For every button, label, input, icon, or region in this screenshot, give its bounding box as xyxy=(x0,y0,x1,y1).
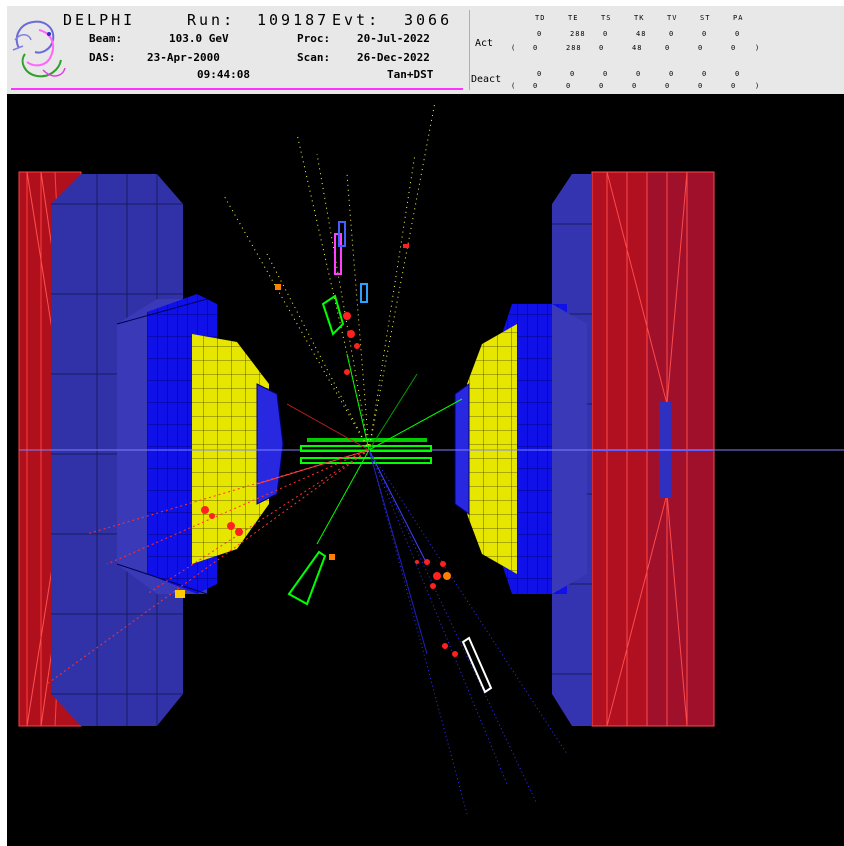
detector-column-pa: PA xyxy=(733,14,744,22)
act-paren-value: 0 xyxy=(665,44,671,52)
detector-column-tv: TV xyxy=(667,14,678,22)
left-electromagnetic-calorimeter xyxy=(192,334,284,564)
particle-tracks xyxy=(46,101,568,815)
scan-label: Scan: xyxy=(297,51,331,64)
act-open-paren: ( xyxy=(511,44,517,52)
act-value: 288 xyxy=(570,30,586,38)
deact-value: 0 xyxy=(603,70,609,78)
deact-paren-value: 0 xyxy=(632,82,638,90)
deact-paren-value: 0 xyxy=(566,82,572,90)
deact-paren-value: 0 xyxy=(731,82,737,90)
deact-open-paren: ( xyxy=(511,82,517,90)
act-paren-value: 0 xyxy=(731,44,737,52)
deact-value: 0 xyxy=(636,70,642,78)
das-date: 23-Apr-2000 xyxy=(147,51,220,64)
act-value: 0 xyxy=(537,30,543,38)
run-label: Run: xyxy=(187,11,236,29)
act-value: 0 xyxy=(669,30,675,38)
run-number: 109187 xyxy=(257,11,330,29)
deact-value: 0 xyxy=(570,70,576,78)
scan-date: 26-Dec-2022 xyxy=(357,51,430,64)
data-type: Tan+DST xyxy=(387,68,434,81)
deact-paren-value: 0 xyxy=(599,82,605,90)
act-label: Act xyxy=(475,38,494,49)
event-label: Evt: xyxy=(332,11,381,29)
detector-column-te: TE xyxy=(568,14,579,22)
experiment-name: DELPHI xyxy=(63,11,136,29)
detector-display xyxy=(18,101,844,815)
act-paren-value: 288 xyxy=(566,44,582,52)
act-paren-value: 0 xyxy=(533,44,539,52)
act-value: 0 xyxy=(603,30,609,38)
das-time: 09:44:08 xyxy=(197,68,250,81)
event-number: 3066 xyxy=(404,11,453,29)
act-paren-value: 48 xyxy=(632,44,643,52)
event-header: DELPHI Run: 109187 Evt: 3066 Beam: 103.0… xyxy=(7,6,844,94)
deact-close-paren: ) xyxy=(755,82,761,90)
deact-label: Deact xyxy=(471,74,502,85)
beam-label: Beam: xyxy=(89,32,123,45)
act-close-paren: ) xyxy=(755,44,761,52)
right-barrel-ring xyxy=(502,304,587,594)
header-divider xyxy=(469,10,470,90)
proc-label: Proc: xyxy=(297,32,331,45)
header-underline xyxy=(11,88,463,90)
deact-paren-value: 0 xyxy=(533,82,539,90)
deact-value: 0 xyxy=(702,70,708,78)
act-paren-value: 0 xyxy=(698,44,704,52)
event-display-window: DELPHI Run: 109187 Evt: 3066 Beam: 103.0… xyxy=(7,6,844,846)
detector-column-ts: TS xyxy=(601,14,612,22)
act-paren-value: 0 xyxy=(599,44,605,52)
proc-date: 20-Jul-2022 xyxy=(357,32,430,45)
detector-column-td: TD xyxy=(535,14,546,22)
act-value: 0 xyxy=(735,30,741,38)
right-electromagnetic-calorimeter xyxy=(454,324,517,574)
energy-clusters xyxy=(175,221,493,694)
das-label: DAS: xyxy=(89,51,116,64)
act-value: 48 xyxy=(636,30,647,38)
delphi-logo xyxy=(12,20,66,78)
deact-value: 0 xyxy=(537,70,543,78)
detector-column-st: ST xyxy=(700,14,711,22)
deact-value: 0 xyxy=(669,70,675,78)
detector-column-tk: TK xyxy=(634,14,645,22)
beam-energy: 103.0 GeV xyxy=(169,32,229,45)
deact-paren-value: 0 xyxy=(665,82,671,90)
deact-paren-value: 0 xyxy=(698,82,704,90)
deact-value: 0 xyxy=(735,70,741,78)
act-value: 0 xyxy=(702,30,708,38)
right-forward-chamber xyxy=(591,171,715,727)
